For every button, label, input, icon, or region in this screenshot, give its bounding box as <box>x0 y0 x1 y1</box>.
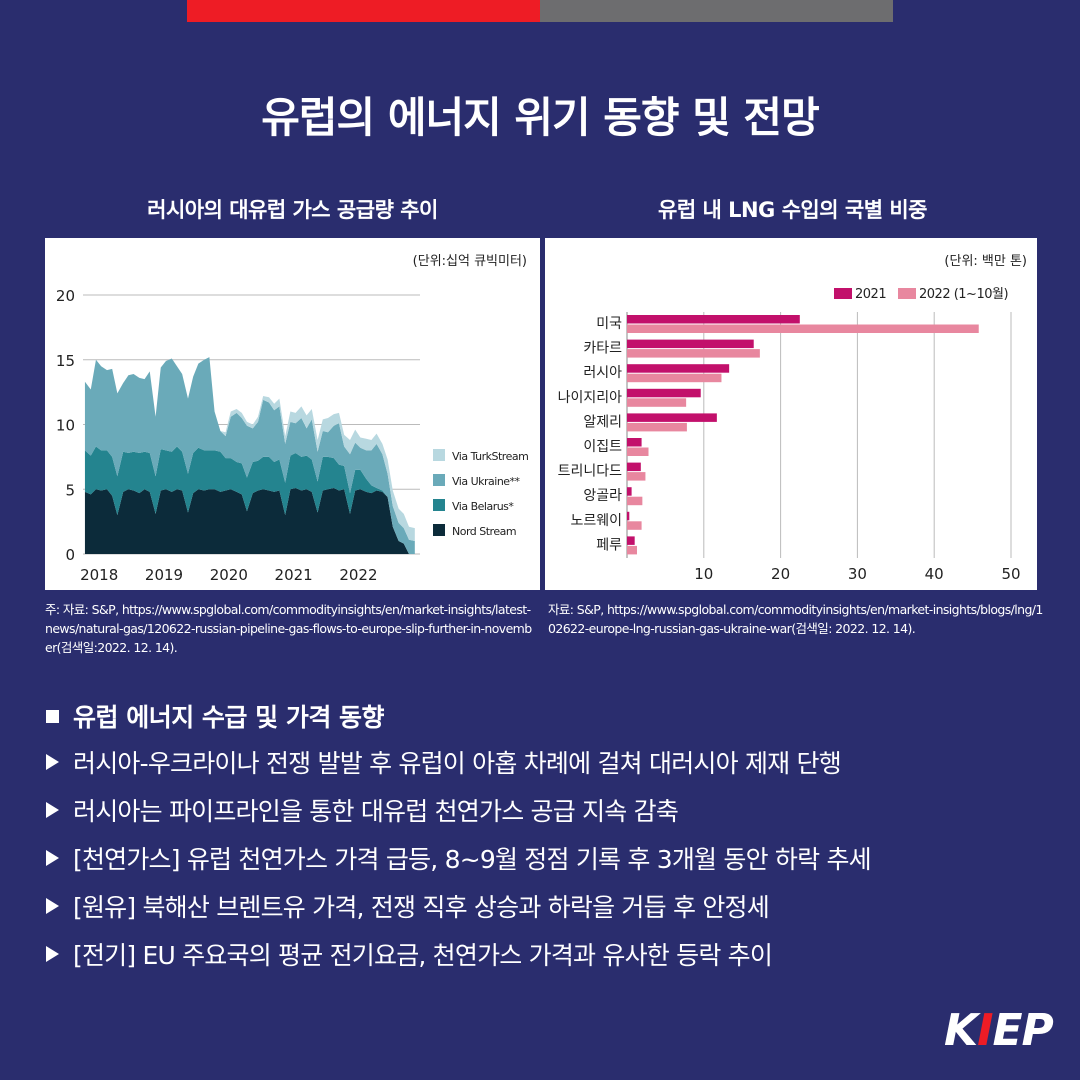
y-tick-label: 5 <box>65 481 75 499</box>
gas-supply-chart-panel: (단위:십억 큐빅미터) 0 5 10 15 20 2018 2019 2020 2021 2022… <box>45 238 540 590</box>
bar-2021 <box>627 413 717 422</box>
legend-label: 2022 (1~10월) <box>919 287 1008 302</box>
category-label: 페루 <box>596 537 622 553</box>
x-tick-label: 2022 <box>339 566 377 584</box>
category-label: 노르웨이 <box>570 513 622 529</box>
bar-2022 <box>627 447 649 456</box>
triangle-bullet-icon <box>46 754 59 770</box>
gas-supply-area-chart: (단위:십억 큐빅미터) 0 5 10 15 20 2018 2019 2020 2021 2022… <box>56 254 529 584</box>
bar-2022 <box>627 398 687 407</box>
y-tick-label: 0 <box>65 546 75 564</box>
legend-label: Via Ukraine** <box>452 475 521 488</box>
legend-swatch <box>433 474 445 486</box>
section-title: 유럽 에너지 수급 및 가격 동향 <box>73 703 385 732</box>
right-chart-source: 자료: S&P, https://www.spglobal.com/commod… <box>548 602 1043 636</box>
legend-swatch <box>834 288 852 299</box>
unit-label: (단위: 백만 톤) <box>944 254 1027 269</box>
x-tick-label: 10 <box>694 565 713 583</box>
y-tick-label: 10 <box>56 417 75 435</box>
bar-2021 <box>627 438 642 447</box>
category-label: 트리니다드 <box>558 464 623 480</box>
bar-2022 <box>627 545 637 555</box>
square-bullet-icon <box>46 709 59 723</box>
bar-2022 <box>627 349 760 358</box>
legend-label: 2021 <box>855 287 886 302</box>
page-title: 유럽의 에너지 위기 동향 및 전망 <box>261 93 819 142</box>
bar-2021 <box>627 487 632 496</box>
list-item: [원유] 북해산 브렌트유 가격, 전쟁 직후 상승과 하락을 거듭 후 안정세 <box>46 882 1046 930</box>
legend-swatch <box>433 499 445 511</box>
bar-2022 <box>627 521 642 530</box>
area-series-via-belarus- <box>84 446 415 554</box>
category-label: 이집트 <box>583 439 622 455</box>
area-series-via-ukraine- <box>84 357 415 554</box>
bar-2022 <box>627 373 722 383</box>
x-tick-label: 40 <box>925 565 944 583</box>
triangle-bullet-icon <box>46 802 59 818</box>
x-tick-label: 30 <box>848 565 867 583</box>
bar-2021 <box>627 462 641 472</box>
bar-2021 <box>627 315 800 324</box>
triangle-bullet-icon <box>46 898 59 914</box>
bar-2021 <box>627 364 730 373</box>
bullet-list: 러시아-우크라이나 전쟁 발발 후 유럽이 아홉 차례에 걸쳐 대러시아 제재 … <box>46 738 1046 978</box>
triangle-bullet-icon <box>46 946 59 962</box>
top-bar-gray <box>540 0 893 22</box>
bar-2021 <box>627 339 754 349</box>
top-bar-red <box>187 0 540 22</box>
category-label: 러시아 <box>583 365 622 381</box>
area-series-nord-stream <box>84 487 415 554</box>
list-item: 러시아는 파이프라인을 통한 대유럽 천연가스 공급 지속 감축 <box>46 786 1046 834</box>
x-tick-label: 2019 <box>145 566 183 584</box>
triangle-bullet-icon <box>46 850 59 866</box>
x-tick-label: 2020 <box>210 566 248 584</box>
y-tick-label: 20 <box>56 287 75 305</box>
category-label: 알제리 <box>583 414 622 430</box>
bar-2021 <box>627 511 630 521</box>
bar-2022 <box>627 496 643 506</box>
bar-2022 <box>627 422 687 432</box>
right-chart-title: 유럽 내 LNG 수입의 국별 비중 <box>658 198 927 222</box>
kiep-logo: KIEP <box>944 1005 1054 1056</box>
bar-2022 <box>627 472 646 481</box>
list-item: [전기] EU 주요국의 평균 전기요금, 천연가스 가격과 유사한 등락 추이 <box>46 930 1046 978</box>
bar-2022 <box>627 324 979 333</box>
category-label: 미국 <box>596 316 622 332</box>
legend-label: Via TurkStream <box>452 450 528 463</box>
bar-2021 <box>627 536 635 545</box>
x-tick-label: 50 <box>1001 565 1020 583</box>
legend-swatch <box>433 449 445 461</box>
list-item: [천연가스] 유럽 천연가스 가격 급등, 8~9월 정점 기록 후 3개월 동… <box>46 834 1046 882</box>
legend-swatch <box>433 524 445 536</box>
unit-label: (단위:십억 큐빅미터) <box>413 254 527 269</box>
category-label: 나이지리아 <box>558 390 623 406</box>
left-chart-source: 주: 자료: S&P, https://www.spglobal.com/com… <box>45 602 532 655</box>
x-tick-label: 20 <box>771 565 790 583</box>
y-tick-label: 15 <box>56 352 75 370</box>
category-label: 앙골라 <box>583 488 622 504</box>
bar-2021 <box>627 388 701 398</box>
category-label: 카타르 <box>583 341 622 357</box>
legend-swatch <box>898 288 916 299</box>
legend-label: Via Belarus* <box>452 500 514 513</box>
section-heading: 유럽 에너지 수급 및 가격 동향 <box>46 698 385 734</box>
lng-import-bar-chart: (단위: 백만 톤) 10 20 30 40 50 미국카타르러시아나이지리아알제리이집트트… <box>558 254 1027 583</box>
x-tick-label: 2018 <box>80 566 118 584</box>
legend-label: Nord Stream <box>452 525 516 538</box>
list-item: 러시아-우크라이나 전쟁 발발 후 유럽이 아홉 차례에 걸쳐 대러시아 제재 … <box>46 738 1046 786</box>
area-series-via-turkstream <box>84 357 415 542</box>
x-tick-label: 2021 <box>275 566 313 584</box>
left-chart-title: 러시아의 대유럽 가스 공급량 추이 <box>147 198 438 222</box>
